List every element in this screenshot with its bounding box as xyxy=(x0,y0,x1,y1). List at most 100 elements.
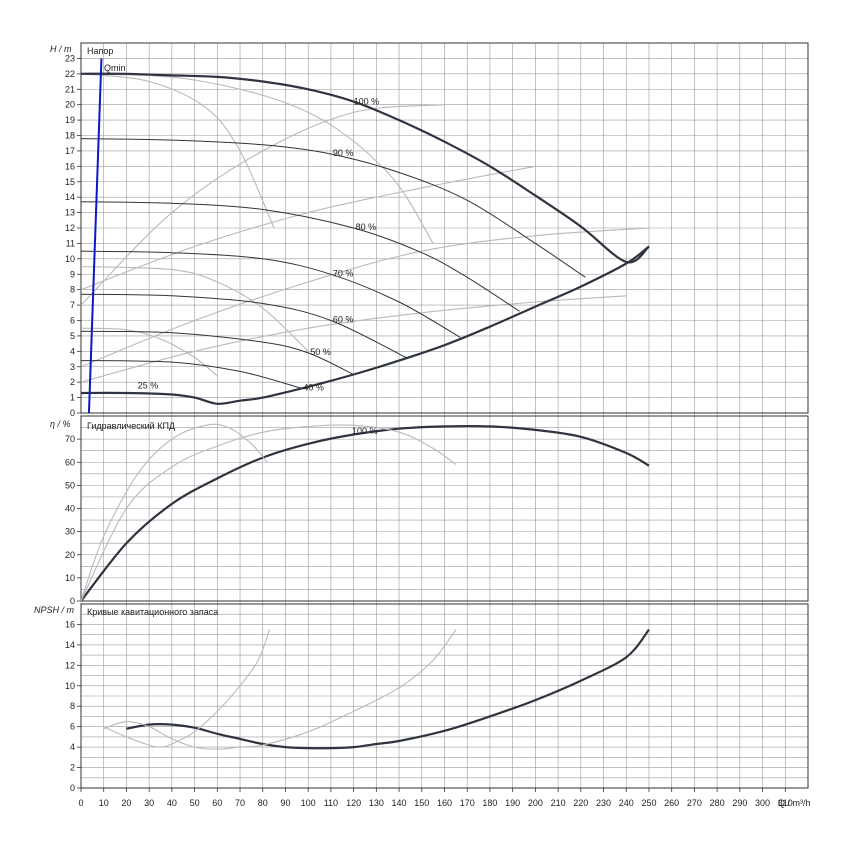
x-tick-label: 150 xyxy=(414,798,429,808)
x-tick-label: 90 xyxy=(280,798,290,808)
head-speed-curve xyxy=(80,250,461,338)
efficiency-curve-background xyxy=(80,424,457,602)
x-tick-label: 250 xyxy=(641,798,656,808)
x-axis-label: Q / m³/h xyxy=(778,798,811,808)
x-tick-label: 190 xyxy=(505,798,520,808)
npsh-y-tick-label: 12 xyxy=(65,660,75,670)
head-y-tick-label: 17 xyxy=(65,146,75,156)
head-speed-curve-label: 90 % xyxy=(333,148,354,158)
head-background-curve xyxy=(80,295,627,383)
x-tick-label: 80 xyxy=(258,798,268,808)
head-y-tick-label: 4 xyxy=(70,346,75,356)
efficiency-y-tick-label: 0 xyxy=(70,596,75,606)
npsh-y-tick-label: 14 xyxy=(65,640,75,650)
x-tick-label: 20 xyxy=(121,798,131,808)
npsh-curve-background xyxy=(103,629,271,748)
x-tick-label: 260 xyxy=(664,798,679,808)
x-tick-label: 10 xyxy=(99,798,109,808)
efficiency-curve-background xyxy=(80,423,268,602)
x-tick-label: 230 xyxy=(596,798,611,808)
head-speed-curve-label: 70 % xyxy=(333,268,354,278)
head-background-curve xyxy=(80,327,218,377)
head-y-tick-label: 20 xyxy=(65,100,75,110)
efficiency-panel-title: Гидравлический КПД xyxy=(87,421,175,431)
head-y-tick-label: 2 xyxy=(70,377,75,387)
head-y-tick-label: 8 xyxy=(70,285,75,295)
efficiency-y-tick-label: 70 xyxy=(65,434,75,444)
head-y-tick-label: 22 xyxy=(65,69,75,79)
x-tick-label: 0 xyxy=(78,798,83,808)
head-y-tick-label: 23 xyxy=(65,53,75,63)
head-y-tick-label: 10 xyxy=(65,254,75,264)
text-layer: Напор Гидравлический КПД Кривые кавитаци… xyxy=(34,44,811,808)
head-min-curve xyxy=(80,245,650,405)
head-y-tick-label: 3 xyxy=(70,362,75,372)
npsh-y-tick-label: 4 xyxy=(70,742,75,752)
x-tick-label: 60 xyxy=(212,798,222,808)
head-speed-curve xyxy=(80,138,586,278)
head-background-curve xyxy=(80,104,445,306)
npsh-y-tick-label: 6 xyxy=(70,722,75,732)
x-tick-label: 170 xyxy=(460,798,475,808)
head-y-tick-label: 11 xyxy=(66,238,75,248)
npsh-y-axis-label: NPSH / m xyxy=(34,605,75,615)
x-tick-label: 300 xyxy=(755,798,770,808)
head-y-tick-label: 13 xyxy=(65,208,75,218)
efficiency-y-tick-label: 40 xyxy=(65,504,75,514)
head-background-curve xyxy=(80,165,536,291)
x-tick-label: 270 xyxy=(687,798,702,808)
x-tick-label: 140 xyxy=(392,798,407,808)
head-max-curve xyxy=(80,72,650,264)
head-y-tick-label: 12 xyxy=(65,223,75,233)
npsh-y-tick-label: 8 xyxy=(70,701,75,711)
head-speed-curve xyxy=(80,360,302,389)
head-speed-curve-label: 60 % xyxy=(333,315,354,325)
head-max-curve-label: 100 % xyxy=(354,97,380,107)
x-tick-label: 30 xyxy=(144,798,154,808)
x-tick-label: 290 xyxy=(732,798,747,808)
x-tick-label: 200 xyxy=(528,798,543,808)
head-min-curve-label: 25 % xyxy=(138,380,159,390)
x-tick-label: 280 xyxy=(710,798,725,808)
head-speed-curve xyxy=(80,201,520,312)
npsh-y-tick-label: 2 xyxy=(70,763,75,773)
x-tick-label: 50 xyxy=(190,798,200,808)
head-y-tick-label: 6 xyxy=(70,316,75,326)
npsh-panel-title: Кривые кавитационного запаса xyxy=(87,607,218,617)
x-tick-label: 100 xyxy=(301,798,316,808)
head-speed-curve-label: 80 % xyxy=(356,222,377,232)
curve-layer xyxy=(80,58,650,750)
efficiency-y-tick-label: 60 xyxy=(65,457,75,467)
head-y-tick-label: 1 xyxy=(70,393,75,403)
npsh-y-tick-label: 10 xyxy=(65,681,75,691)
head-y-tick-label: 14 xyxy=(65,192,75,202)
head-y-tick-label: 5 xyxy=(70,331,75,341)
x-tick-label: 40 xyxy=(167,798,177,808)
efficiency-y-tick-label: 20 xyxy=(65,550,75,560)
head-speed-curve xyxy=(80,330,354,375)
head-y-tick-label: 9 xyxy=(70,269,75,279)
x-tick-label: 160 xyxy=(437,798,452,808)
x-tick-label: 310 xyxy=(778,798,793,808)
efficiency-y-tick-label: 30 xyxy=(65,527,75,537)
head-y-tick-label: 16 xyxy=(65,161,75,171)
head-y-tick-label: 19 xyxy=(65,115,75,125)
head-y-tick-label: 0 xyxy=(70,408,75,418)
head-y-tick-label: 15 xyxy=(65,177,75,187)
head-background-curve xyxy=(80,265,309,352)
head-background-curve xyxy=(80,73,434,244)
efficiency-y-axis-label: η / % xyxy=(50,419,71,429)
x-tick-label: 180 xyxy=(482,798,497,808)
efficiency-y-tick-label: 50 xyxy=(65,480,75,490)
head-background-curve xyxy=(80,227,650,368)
head-y-axis-label: H / m xyxy=(50,44,72,54)
head-background-curve xyxy=(80,73,275,229)
x-tick-label: 220 xyxy=(573,798,588,808)
x-tick-label: 240 xyxy=(619,798,634,808)
x-tick-label: 110 xyxy=(324,798,338,808)
head-y-tick-label: 7 xyxy=(70,300,75,310)
npsh-curve-max xyxy=(126,628,650,750)
efficiency-curve-max xyxy=(80,424,650,602)
npsh-y-tick-label: 16 xyxy=(65,619,75,629)
